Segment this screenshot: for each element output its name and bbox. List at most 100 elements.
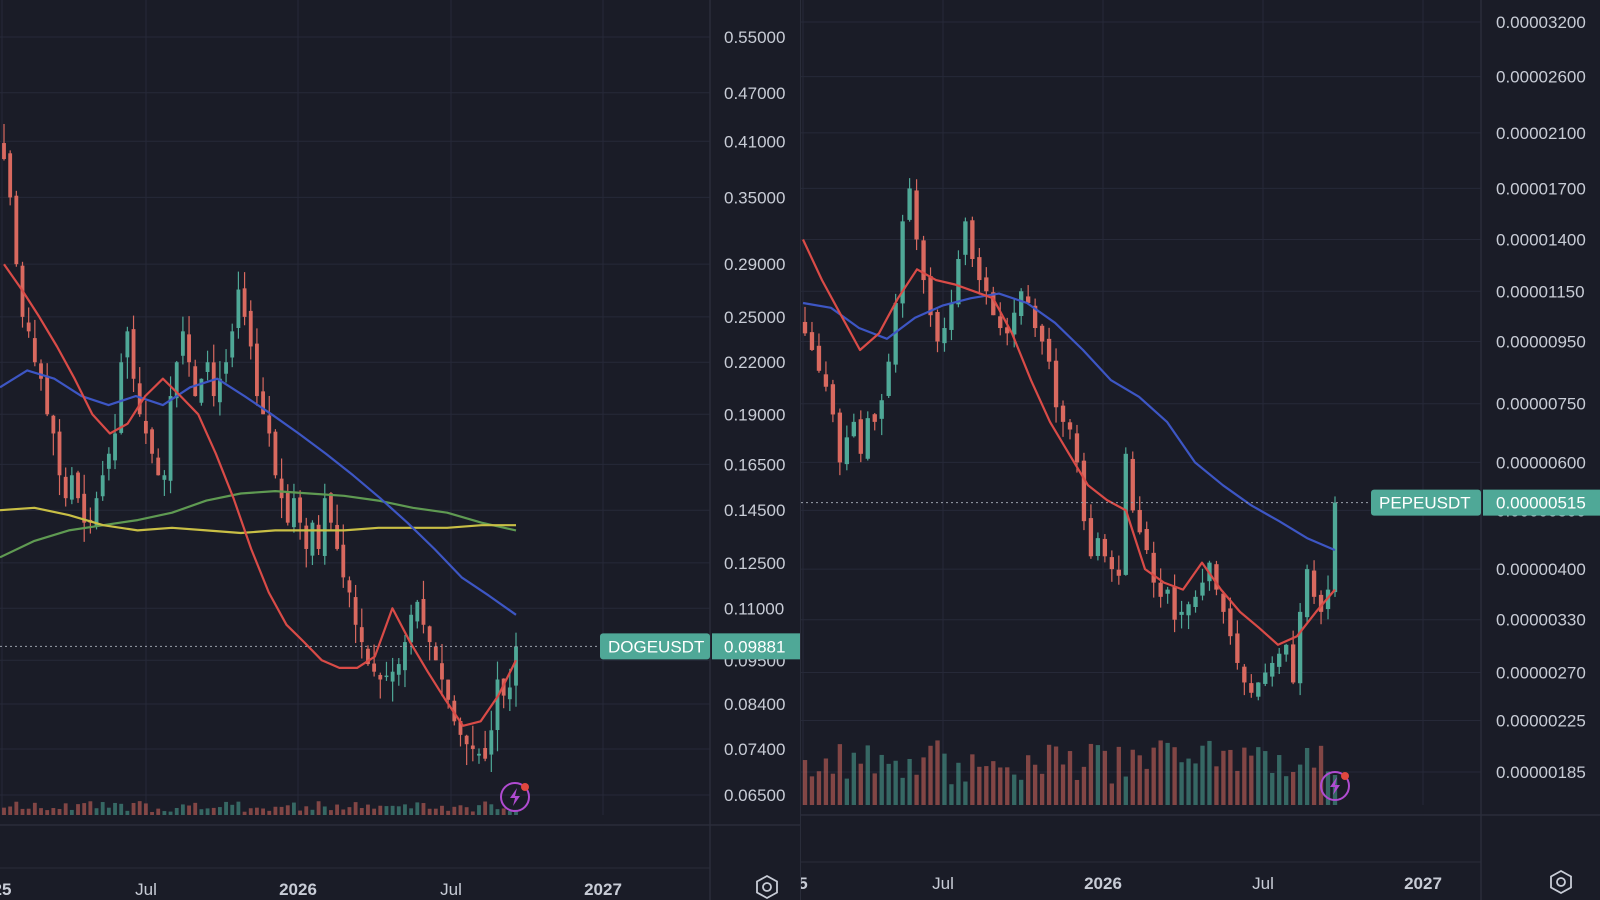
candle-body — [236, 289, 241, 328]
candle-body — [8, 153, 13, 198]
volume-bar — [2, 807, 6, 815]
volume-bar — [403, 804, 407, 815]
volume-bar — [353, 802, 358, 815]
volume-bar — [372, 808, 377, 815]
y-tick-label: 0.00000330 — [1496, 611, 1586, 630]
candle-body — [1067, 422, 1073, 430]
volume-bar — [1074, 779, 1080, 805]
candle-body — [415, 601, 420, 622]
chart-background — [0, 0, 800, 900]
candle-body — [2, 143, 6, 160]
last-price-tag — [712, 633, 800, 660]
volume-bar — [998, 767, 1003, 805]
volume-bar — [310, 809, 315, 815]
volume-bar — [224, 801, 228, 815]
ma-red-line — [3, 263, 517, 727]
candle-body — [893, 302, 898, 365]
candle-body — [1186, 604, 1191, 616]
candle-body — [1277, 653, 1282, 667]
y-tick-label: 0.00002600 — [1496, 68, 1586, 87]
volume-bar — [1304, 747, 1310, 805]
candle-body — [1158, 582, 1163, 597]
volume-bar — [94, 808, 99, 815]
gear-icon[interactable] — [756, 874, 778, 900]
volume-bar — [230, 804, 235, 815]
volume-bar — [446, 810, 451, 815]
volume-bar — [32, 802, 37, 815]
lightning-icon[interactable] — [500, 782, 530, 812]
volume-bar — [1270, 772, 1275, 805]
volume-bar — [409, 808, 414, 815]
candle-body — [378, 674, 383, 680]
candle-body — [57, 431, 62, 476]
volume-bar — [900, 777, 905, 805]
candle-body — [1263, 672, 1268, 684]
y-tick-label: 0.07400 — [724, 740, 785, 759]
volume-bar — [8, 806, 13, 815]
lightning-icon[interactable] — [1320, 771, 1350, 801]
volume-bar — [180, 804, 185, 815]
doge-chart-panel[interactable]: 0.55000 0.47000 0.41000 0.35000 0.29000 0.250… — [0, 0, 800, 900]
gear-icon[interactable] — [1550, 869, 1572, 895]
candle-body — [427, 626, 432, 643]
volume-bar — [1067, 751, 1073, 805]
volume-bar — [1214, 766, 1219, 805]
volume-bar — [464, 807, 469, 815]
x-tick-label: 25 — [0, 880, 11, 899]
pepe-chart-panel[interactable]: 0.00003200 0.00002600 0.00002100 0.00001700… — [800, 0, 1600, 900]
x-tick-label: 2027 — [1404, 874, 1442, 893]
volume-bar — [1221, 750, 1226, 805]
candle-body — [187, 334, 191, 363]
volume-bar — [69, 809, 74, 815]
volume-bar — [45, 810, 50, 815]
candle-body — [477, 753, 481, 756]
volume-bar — [872, 773, 877, 805]
y-tick-label: 0.00000185 — [1496, 763, 1586, 782]
symbol-tag[interactable] — [600, 633, 710, 660]
candle-body — [39, 363, 43, 379]
volume-bar — [1284, 776, 1289, 805]
volume-bar — [1046, 744, 1052, 805]
candle-body — [150, 429, 154, 454]
candle-body — [409, 614, 414, 643]
volume-bar — [421, 803, 426, 815]
x-tick-label: Jul — [932, 874, 954, 893]
candle-body — [844, 437, 850, 465]
candle-body — [446, 679, 451, 700]
candle-body — [347, 580, 352, 593]
volume-bar — [156, 808, 161, 815]
volume-bar — [452, 806, 457, 815]
candle-body — [495, 679, 500, 730]
volume-bar — [14, 801, 19, 815]
volume-bar — [802, 760, 808, 805]
volume-bar — [921, 757, 926, 805]
volume-bar — [187, 805, 191, 815]
volume-bar — [823, 758, 829, 805]
volume-bar — [907, 758, 912, 805]
volume-bar — [267, 810, 272, 815]
volume-bar — [1053, 746, 1059, 805]
candle-body — [816, 345, 822, 371]
volume-bar — [143, 803, 148, 815]
volume-bar — [304, 806, 309, 815]
volume-bar — [76, 804, 80, 815]
volume-bar — [273, 806, 278, 815]
candle-body — [1081, 460, 1087, 522]
candle-body — [1060, 405, 1066, 422]
volume-bar — [366, 804, 370, 815]
x-tick-label: 2027 — [584, 880, 622, 899]
volume-bar — [830, 773, 836, 805]
candle-body — [970, 220, 975, 260]
volume-bar — [914, 774, 919, 805]
candle-body — [390, 671, 395, 682]
volume-bar — [470, 811, 475, 815]
candle-body — [1130, 458, 1135, 511]
volume-bar — [977, 766, 982, 805]
last-price-label: 0.00000515 — [1496, 494, 1586, 513]
candle-body — [174, 362, 179, 399]
doge-chart[interactable]: 0.55000 0.47000 0.41000 0.35000 0.29000 0.250… — [0, 0, 800, 900]
symbol-tag[interactable] — [1371, 489, 1481, 516]
pepe-chart[interactable]: 0.00003200 0.00002600 0.00002100 0.00001700… — [801, 0, 1600, 900]
volume-bar — [433, 808, 438, 815]
candle-body — [193, 366, 198, 397]
